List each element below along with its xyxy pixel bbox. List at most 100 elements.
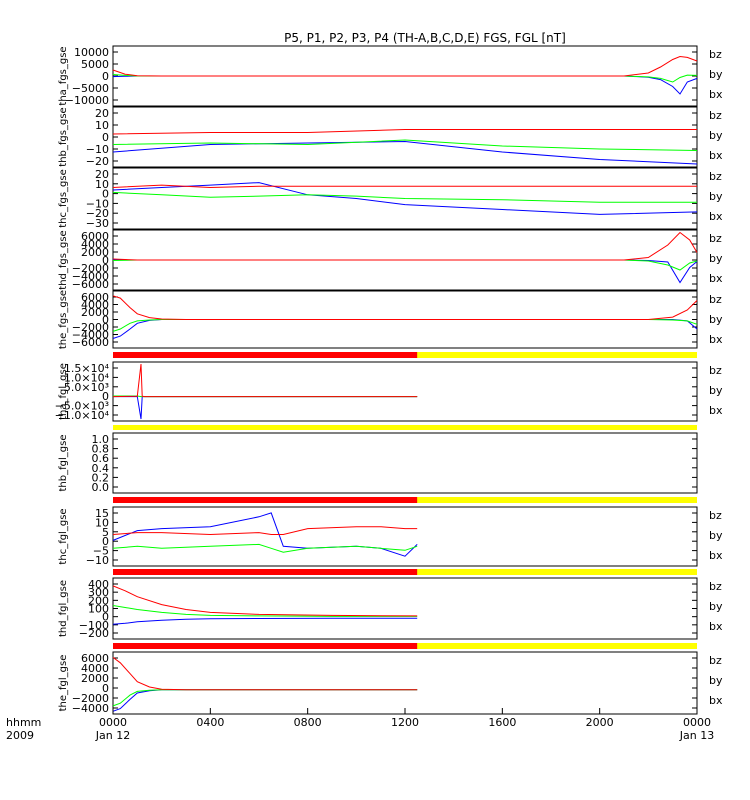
plot-title: P5, P1, P2, P3, P4 (TH-A,B,C,D,E) FGS, F… — [284, 31, 566, 45]
panel-ylabel: tha_fgl_gse — [58, 363, 69, 420]
y-tick-label: −2000 — [72, 262, 109, 275]
y-tick-label: −5000 — [72, 82, 109, 95]
time-tick-label: 0000 — [683, 716, 711, 729]
component-label-bx: bx — [709, 549, 723, 562]
y-tick-label: 1.0 — [92, 433, 110, 446]
y-tick-label: 15 — [95, 507, 109, 520]
y-tick-label: 0 — [102, 611, 109, 624]
status-bar-1 — [113, 352, 697, 358]
y-tick-label: −4000 — [72, 329, 109, 342]
component-label-bz: bz — [709, 48, 722, 61]
panel-ylabel: thd_fgl_gse — [58, 580, 69, 637]
series-line-bz — [112, 184, 697, 189]
component-label-by: by — [709, 190, 723, 203]
status-bar-3 — [113, 497, 697, 503]
y-tick-label: −5 — [93, 545, 109, 558]
y-tick-label: 10 — [95, 178, 109, 191]
component-label-bz: bz — [709, 654, 722, 667]
status-bar-red — [113, 352, 418, 358]
component-label-by: by — [709, 313, 723, 326]
y-tick-label: 10000 — [74, 46, 109, 59]
time-tick-label: 2000 — [586, 716, 614, 729]
y-tick-label: 2000 — [81, 672, 109, 685]
time-date-label: Jan 12 — [95, 729, 130, 742]
y-tick-label: −6000 — [72, 336, 109, 349]
component-label-by: by — [709, 252, 723, 265]
y-tick-label: 0.4 — [92, 462, 110, 475]
y-tick-label: 20 — [95, 107, 109, 120]
time-tick-label: 0000 — [99, 716, 127, 729]
y-tick-label: −20 — [86, 207, 109, 220]
component-label-bz: bz — [709, 364, 722, 377]
time-row-label-year: 2009 — [6, 729, 34, 742]
series-line-bz — [112, 129, 697, 135]
y-tick-label: −10 — [86, 554, 109, 567]
y-tick-label: 300 — [88, 586, 109, 599]
series-line-bx — [112, 140, 698, 165]
component-label-bx: bx — [709, 149, 723, 162]
y-tick-label: −2000 — [72, 692, 109, 705]
series-line-bz — [112, 231, 698, 261]
panel-frame — [112, 432, 698, 494]
series-line-bz — [112, 656, 418, 691]
y-tick-label: −30 — [86, 217, 109, 230]
y-tick-label: 200 — [88, 594, 109, 607]
status-bar-red — [113, 569, 418, 575]
series-line-bz — [112, 295, 698, 320]
status-bar-yellow — [113, 425, 697, 430]
status-bar-red — [113, 497, 418, 503]
series-line-bx — [112, 319, 698, 339]
y-tick-label: −10 — [86, 197, 109, 210]
y-tick-label: 6000 — [81, 291, 109, 304]
series-line-bz — [112, 585, 418, 617]
series-line-by — [112, 139, 698, 151]
status-bar-4 — [113, 569, 697, 575]
y-tick-label: 4000 — [81, 299, 109, 312]
y-tick-label: 2000 — [81, 306, 109, 319]
component-label-bz: bz — [709, 293, 722, 306]
y-tick-label: 1.5×10⁴ — [64, 362, 110, 375]
y-tick-label: −5.0×10³ — [55, 400, 109, 413]
series-line-bx — [113, 396, 418, 420]
series-line-by — [112, 543, 418, 553]
series-line-bx — [113, 259, 698, 284]
y-tick-label: −10000 — [65, 94, 109, 107]
series-line-by — [112, 319, 698, 332]
series-line-by — [112, 74, 698, 83]
component-label-by: by — [709, 68, 723, 81]
time-date-label: Jan 13 — [679, 729, 714, 742]
panel-ylabel: thb_fgs_gse — [58, 107, 69, 166]
y-tick-label: 4000 — [81, 238, 109, 251]
component-label-bz: bz — [709, 509, 722, 522]
panel-ylabel: the_fgl_gse — [58, 655, 69, 712]
status-bar-red — [113, 643, 418, 649]
component-label-by: by — [709, 529, 723, 542]
y-tick-label: 5 — [102, 526, 109, 539]
y-tick-label: 0 — [102, 390, 109, 403]
series-line-by — [112, 605, 418, 617]
y-tick-label: 6000 — [81, 230, 109, 243]
component-label-by: by — [709, 600, 723, 613]
component-label-bz: bz — [709, 109, 722, 122]
panel-frame — [112, 506, 698, 567]
component-label-bx: bx — [709, 694, 723, 707]
component-label-bz: bz — [709, 170, 722, 183]
y-tick-label: 0 — [102, 535, 109, 548]
y-tick-label: −4000 — [72, 270, 109, 283]
component-label-bx: bx — [709, 404, 723, 417]
panel-frame — [112, 577, 698, 640]
y-tick-label: 0.0 — [92, 481, 110, 494]
y-tick-label: 0 — [102, 188, 109, 201]
status-bar-2 — [113, 425, 697, 430]
component-label-by: by — [709, 674, 723, 687]
y-tick-label: 0 — [102, 314, 109, 327]
y-tick-label: −100 — [79, 619, 109, 632]
status-bar-stack — [113, 352, 697, 649]
